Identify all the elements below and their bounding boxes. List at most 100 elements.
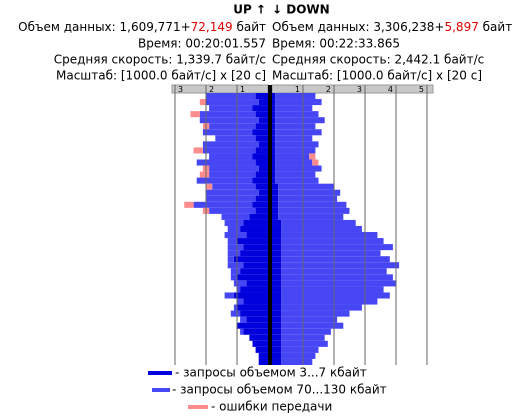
bar-segment [272, 195, 279, 202]
bar-segment [227, 256, 234, 263]
bar-segment [243, 328, 268, 335]
bar-segment [233, 256, 268, 263]
up-time: Время: 00:20:01.557 [138, 37, 266, 51]
divider [268, 85, 272, 365]
bar-segment [281, 274, 393, 281]
bar-segment [255, 135, 268, 142]
bar-segment [272, 292, 282, 299]
bar-segment [215, 135, 256, 142]
up-speed: Средняя скорость: 1,339.7 байт/с [54, 53, 266, 67]
bar-segment [209, 171, 256, 178]
bar-segment [199, 111, 256, 118]
down-title: ↓ DOWN [272, 3, 330, 17]
bar-segment [240, 316, 247, 323]
bar-segment [281, 232, 378, 239]
bar-segment [272, 232, 282, 239]
bar-segment [281, 298, 378, 305]
bar-segment [281, 286, 384, 293]
bar-segment [227, 238, 237, 245]
x-tick-label: 4 [388, 85, 393, 94]
bar-segment [272, 274, 282, 281]
bar-segment [233, 304, 237, 311]
bar-segment [206, 189, 259, 196]
bar-segment [212, 183, 256, 190]
bar-segment [193, 147, 203, 154]
bar-segment [237, 298, 244, 305]
bar-segment [272, 105, 276, 112]
bar-segment [246, 232, 268, 239]
bar-segment [255, 147, 268, 154]
bar-segment [258, 165, 268, 172]
legend-label: - ошибки передачи [211, 400, 332, 414]
x-tick-label: 1 [295, 85, 300, 94]
bar-segment [255, 346, 268, 353]
bar-segment [278, 183, 334, 190]
bar-segment [275, 99, 322, 106]
bar-segment [275, 171, 316, 178]
bar-segment [237, 238, 268, 245]
text-red: 72,149 [191, 20, 233, 34]
bar-segment [196, 159, 256, 166]
bar-segment [272, 358, 282, 365]
bar-segment [206, 99, 259, 106]
bar-segment [237, 274, 268, 281]
text-red: 5,897 [444, 20, 478, 34]
bar-segment [237, 304, 268, 311]
legend-label: - запросы объемом 70...130 кбайт [172, 383, 387, 397]
bar-segment [196, 177, 253, 184]
bar-segment [224, 232, 247, 239]
bar-segment [272, 310, 282, 317]
bar-segment [281, 304, 362, 311]
bar-segment [209, 105, 253, 112]
legend-label: - запросы объемом 3...7 кбайт [175, 366, 367, 380]
text: Объем данных: 3,306,238+ [272, 20, 444, 34]
bar-segment [272, 177, 276, 184]
down-volume: Объем данных: 3,306,238+5,897 байт [272, 20, 512, 34]
bar-segment [233, 280, 247, 287]
bar-segment [272, 304, 282, 311]
bar-segment [209, 123, 256, 130]
bar-segment [240, 268, 268, 275]
bar-segment [255, 183, 268, 190]
bar-segment [255, 111, 268, 118]
bar-segment [272, 328, 282, 335]
bar-segment [272, 225, 282, 233]
x-tick-label: 1 [240, 85, 245, 94]
bar-segment [272, 250, 282, 257]
bar-segment [272, 183, 279, 190]
bar-segment [281, 280, 396, 287]
bar-segment [272, 346, 282, 353]
bar-segment [258, 358, 268, 365]
bar-segment [202, 147, 256, 154]
bar-segment [255, 123, 268, 130]
bar-segment [275, 141, 319, 148]
bar-segment [233, 292, 268, 299]
bar-segment [237, 322, 268, 329]
bar-segment [281, 238, 384, 245]
bar-segment [309, 153, 316, 160]
bar-segment [252, 177, 268, 184]
bar-segment [272, 352, 282, 359]
scale-band [171, 84, 269, 94]
bar-segment [272, 117, 276, 124]
up-title: UP ↑ [233, 3, 266, 17]
up-volume: Объем данных: 1,609,771+72,149 байт [18, 20, 266, 34]
bar-segment [193, 201, 253, 208]
bar-segment [275, 93, 316, 100]
bar-segment [240, 286, 268, 293]
bar-segment [281, 225, 362, 233]
bar-segment [275, 177, 319, 184]
bar-segment [240, 310, 268, 317]
bar-segment [281, 322, 344, 329]
plot [174, 85, 428, 365]
bar-segment [272, 238, 282, 245]
bar-segment [255, 171, 268, 178]
bar-segment [272, 280, 282, 287]
bar-segment [243, 219, 268, 226]
bar-segment [227, 225, 241, 233]
bar-segment [246, 316, 268, 323]
bar-segment [243, 244, 268, 251]
bar-segment [272, 334, 282, 341]
bar-segment [312, 159, 319, 166]
